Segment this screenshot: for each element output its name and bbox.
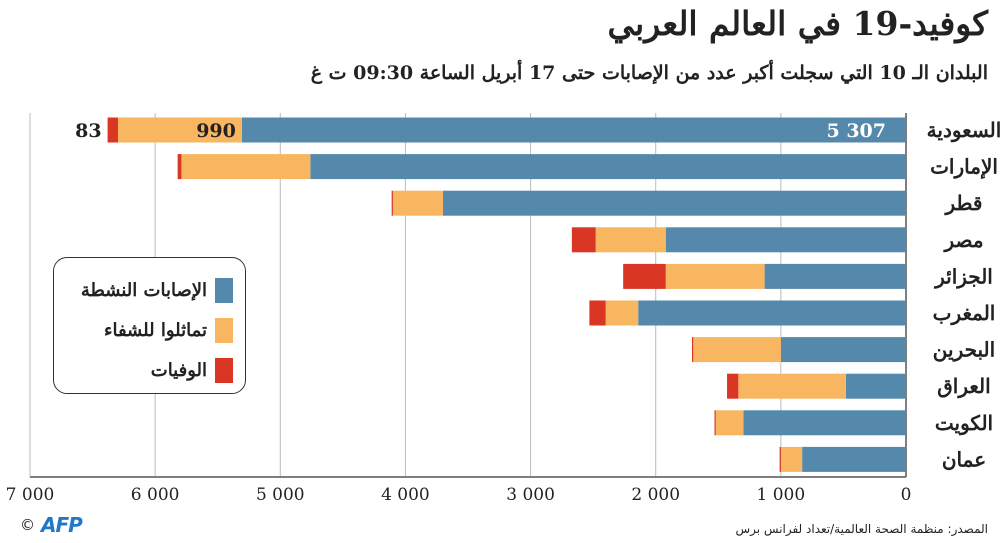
data-label-deaths: 83 <box>75 120 101 142</box>
bar-recovered <box>693 337 781 363</box>
legend-label-deaths: الوفيات <box>150 360 207 381</box>
bar-deaths <box>571 227 596 253</box>
legend-item-recovered: تماثلوا للشفاء <box>104 318 233 343</box>
data-label-recovered: 990 <box>196 120 236 142</box>
category-label: الجزائر <box>933 264 993 289</box>
footer-credit: © AFP <box>20 513 83 537</box>
x-tick-label: 5 000 <box>256 485 305 505</box>
category-label: البحرين <box>933 338 995 363</box>
bar-active <box>310 154 906 180</box>
x-tick-label: 3 000 <box>506 485 555 505</box>
bar-active <box>241 117 907 143</box>
x-tick-label: 0 <box>901 485 912 505</box>
bar-recovered <box>665 263 765 289</box>
bar-active <box>442 190 906 216</box>
bar-active <box>845 373 906 399</box>
category-label: الإمارات <box>930 155 998 180</box>
bar-recovered <box>117 117 242 143</box>
x-tick-label: 1 000 <box>757 485 806 505</box>
category-label: قطر <box>943 191 982 216</box>
bar-active <box>802 446 906 472</box>
bar-deaths <box>391 190 393 216</box>
legend-swatch-recovered <box>215 318 233 343</box>
legend-label-active: الإصابات النشطة <box>80 280 207 301</box>
bar-deaths <box>779 446 781 472</box>
bar-active <box>780 337 906 363</box>
source-note: المصدر: منظمة الصحة العالمية/تعداد لفران… <box>735 522 988 536</box>
bar-recovered <box>605 300 639 326</box>
legend-item-active: الإصابات النشطة <box>81 278 233 303</box>
bar-deaths <box>589 300 606 326</box>
category-label: العراق <box>937 374 990 399</box>
bar-active <box>638 300 906 326</box>
bar-active <box>665 227 906 253</box>
bar-recovered <box>738 373 846 399</box>
bar-deaths <box>107 117 118 143</box>
legend-label-recovered: تماثلوا للشفاء <box>104 320 207 341</box>
category-label: مصر <box>942 228 983 253</box>
bar-deaths <box>714 410 716 436</box>
legend-item-deaths: الوفيات <box>151 358 233 383</box>
bar-recovered <box>595 227 666 253</box>
afp-logo: AFP <box>41 513 83 537</box>
x-tick-label: 6 000 <box>131 485 180 505</box>
x-tick-label: 4 000 <box>381 485 430 505</box>
category-label: عمان <box>942 447 986 471</box>
bar-active <box>743 410 906 436</box>
data-label-active: 5 307 <box>827 120 887 142</box>
bar-recovered <box>715 410 744 436</box>
category-label: السعودية <box>927 118 1000 143</box>
chart-title: كوفيد-19 في العالم العربي <box>607 4 988 43</box>
legend: الإصابات النشطة تماثلوا للشفاء الوفيات <box>53 257 246 394</box>
bar-deaths <box>177 154 182 180</box>
bar-recovered <box>181 154 311 180</box>
bar-recovered <box>392 190 443 216</box>
chart-subtitle: البلدان الـ 10 التي سجلت أكبر عدد من الإ… <box>310 62 988 84</box>
legend-swatch-active <box>215 278 233 303</box>
x-tick-label: 7 000 <box>6 485 55 505</box>
legend-swatch-deaths <box>215 358 233 383</box>
bar-active <box>764 263 906 289</box>
category-label: المغرب <box>933 301 996 326</box>
bar-deaths <box>727 373 739 399</box>
bar-recovered <box>780 446 803 472</box>
bar-deaths <box>623 263 666 289</box>
bar-deaths <box>692 337 694 363</box>
x-tick-label: 2 000 <box>631 485 680 505</box>
category-label: الكويت <box>935 411 993 436</box>
copyright-symbol: © <box>20 516 35 534</box>
